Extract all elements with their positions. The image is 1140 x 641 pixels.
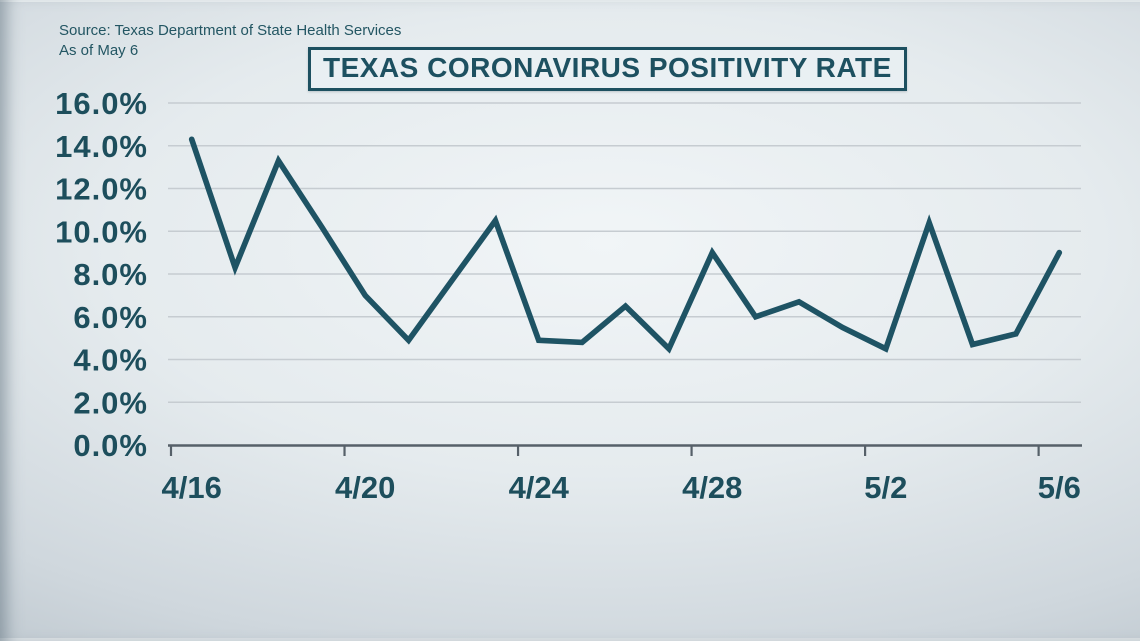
y-axis-tick-label: 12.0% bbox=[55, 172, 148, 207]
x-axis-tick-label: 4/20 bbox=[335, 470, 395, 505]
y-axis-tick-label: 16.0% bbox=[55, 86, 148, 121]
y-axis-tick-label: 4.0% bbox=[73, 343, 148, 378]
y-axis-tick-label: 0.0% bbox=[73, 428, 148, 463]
y-axis-tick-label: 14.0% bbox=[55, 129, 148, 164]
x-axis-tick-label: 5/2 bbox=[864, 470, 907, 505]
y-axis-tick-label: 8.0% bbox=[73, 257, 148, 292]
y-axis-tick-label: 10.0% bbox=[55, 214, 148, 249]
x-axis-tick-label: 5/6 bbox=[1038, 470, 1081, 505]
chart-title: TEXAS CORONAVIRUS POSITIVITY RATE bbox=[323, 52, 892, 83]
positivity-rate-series-line bbox=[188, 136, 1063, 354]
as-of-date: As of May 6 bbox=[59, 42, 139, 59]
y-axis-tick-label: 2.0% bbox=[73, 385, 148, 420]
source-line: Source: Texas Department of State Health… bbox=[59, 22, 402, 39]
x-axis-tick-label: 4/16 bbox=[162, 470, 222, 505]
y-axis-tick-label: 6.0% bbox=[73, 300, 148, 335]
x-axis-tick-label: 4/24 bbox=[509, 470, 570, 505]
source-note: Source: Texas Department of State Health… bbox=[59, 21, 401, 61]
x-axis-tick-label: 4/28 bbox=[682, 470, 742, 505]
chart-title-box: TEXAS CORONAVIRUS POSITIVITY RATE bbox=[308, 47, 907, 91]
